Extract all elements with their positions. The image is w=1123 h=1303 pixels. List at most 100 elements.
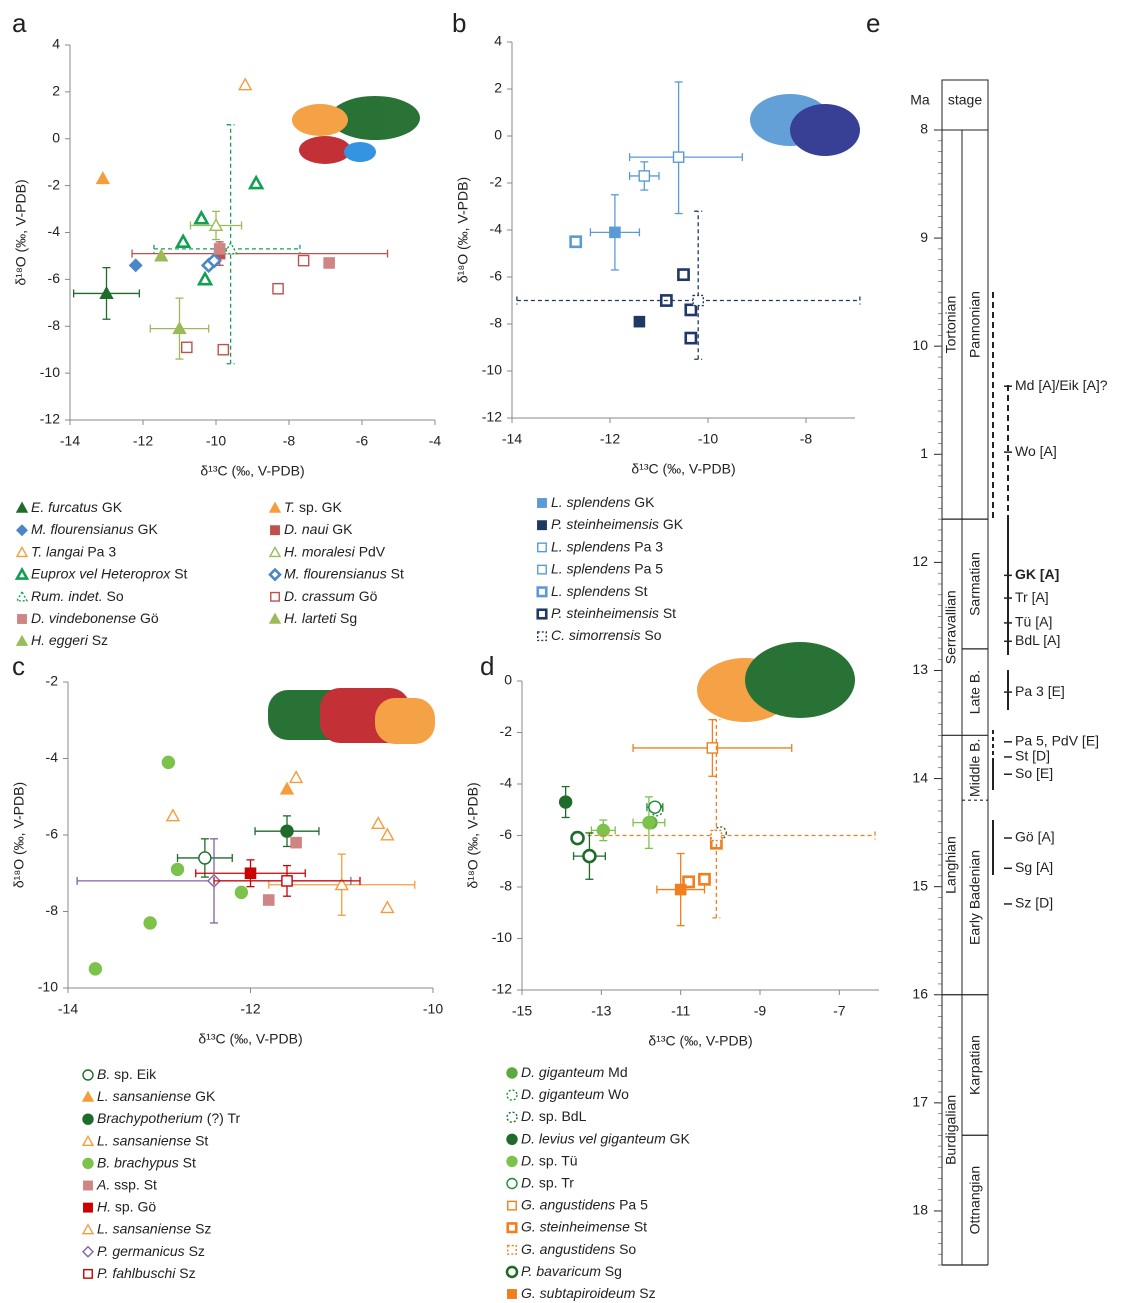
legend-taxon: L. splendens — [551, 583, 630, 599]
legend-site: Sz — [179, 1265, 195, 1281]
legend-site: So — [106, 588, 123, 604]
y-tick-label: -12 — [482, 409, 502, 425]
legend-taxon: D. giganteum — [521, 1086, 605, 1102]
legend-taxon: D. giganteum — [521, 1064, 605, 1080]
y-tick-label: 2 — [52, 83, 60, 99]
site-label: Sg [A] — [1015, 859, 1053, 875]
site-label: Pa 3 [E] — [1015, 683, 1065, 699]
legend-site: GK — [332, 521, 353, 537]
y-tick-label: 14 — [912, 769, 928, 785]
y-axis-label: δ¹⁸O (‰, V-PDB) — [13, 179, 29, 285]
legend-site: GK — [102, 499, 123, 515]
legend-taxon: D. — [521, 1152, 535, 1168]
legend-marker — [538, 543, 547, 552]
legend-taxon: L. sansaniense — [97, 1132, 191, 1148]
site-label: Gö [A] — [1015, 829, 1055, 845]
legend-taxon: B. brachypus — [97, 1154, 179, 1170]
legend-marker — [83, 1136, 93, 1145]
x-axis-label: δ¹³C (‰, V-PDB) — [198, 1031, 302, 1047]
legend-taxon: G. steinheimense — [521, 1218, 630, 1234]
x-tick-label: -13 — [591, 1003, 611, 1019]
legend-taxon: D. crassum — [284, 588, 355, 604]
y-tick-label: -2 — [500, 723, 513, 739]
marker — [572, 832, 584, 844]
x-tick-label: -14 — [502, 431, 522, 447]
y-error-bar — [675, 82, 683, 214]
legend-site: St — [195, 1132, 208, 1148]
site-label: Wo [A] — [1015, 443, 1057, 459]
panel: c-10-8-6-4-2-14-12-10δ¹³C (‰, V-PDB)δ¹⁸O… — [11, 651, 444, 1281]
legend-label: P. steinheimensis GK — [551, 516, 684, 532]
legend-marker — [270, 547, 280, 556]
legend-marker — [508, 1290, 517, 1299]
legend-label: Euprox vel Heteroprox St — [31, 565, 188, 581]
y-tick-label: -6 — [490, 268, 503, 284]
legend-label: H. larteti Sg — [284, 610, 357, 626]
legend-label: T. langai Pa 3 — [31, 543, 116, 559]
x-tick-label: -10 — [206, 433, 226, 449]
marker — [130, 259, 142, 271]
legend-marker — [17, 547, 27, 556]
legend-label: Rum. indet. So — [31, 588, 124, 604]
legend-marker — [508, 1223, 517, 1232]
silhouettes — [268, 94, 860, 744]
marker — [199, 852, 211, 864]
legend-marker — [270, 614, 280, 623]
site-label: Tr [A] — [1015, 589, 1049, 605]
legend-label: L. splendens GK — [551, 494, 655, 510]
legend-taxon: H. moralesi — [284, 543, 356, 559]
site-label: GK [A] — [1015, 566, 1059, 582]
legend-label: L. splendens Pa 5 — [551, 560, 663, 576]
marker — [177, 236, 189, 247]
legend-taxon: D. — [521, 1174, 535, 1190]
legend-site: Pa 3 — [634, 538, 663, 554]
legend-site: Md — [608, 1064, 627, 1080]
legend-marker — [17, 503, 27, 512]
legend-taxon: L. sansaniense — [97, 1220, 191, 1236]
legend-site: Gö — [359, 588, 378, 604]
y-tick-label: -10 — [38, 979, 58, 995]
legend-label: D. sp. Tr — [521, 1174, 574, 1190]
site-label: Md [A]/Eik [A]? — [1015, 377, 1108, 393]
marker — [245, 868, 255, 878]
legend-label: G. angustidens So — [521, 1241, 636, 1257]
unit-label: Ma — [910, 92, 930, 108]
marker — [381, 902, 393, 913]
legend-marker — [83, 1225, 93, 1234]
legend-taxon: P. steinheimensis — [551, 605, 659, 621]
marker — [218, 345, 228, 355]
y-axis-label: δ¹⁸O (‰, V-PDB) — [465, 782, 481, 888]
regional-label: Sarmatian — [967, 552, 983, 616]
x-tick-label: -8 — [283, 433, 296, 449]
panel-letter: c — [12, 651, 25, 681]
legend-label: D. naui GK — [284, 521, 353, 537]
legend-taxon: G. subtapiroideum — [521, 1285, 636, 1301]
legend-taxon: T. — [284, 499, 295, 515]
legend-site: Sg — [605, 1263, 622, 1279]
legend-label: B. sp. Eik — [97, 1066, 157, 1082]
legend-taxon: L. sansaniense — [97, 1088, 191, 1104]
y-tick-label: -8 — [48, 317, 61, 333]
legend-taxon: P. germanicus — [97, 1243, 185, 1259]
marker — [372, 818, 384, 829]
y-tick-label: 9 — [920, 229, 928, 245]
marker — [643, 817, 655, 829]
y-tick-label: -2 — [490, 174, 503, 190]
legend-taxon: Euprox vel Heteroprox — [31, 565, 171, 581]
legend-label: P. germanicus Sz — [97, 1243, 205, 1259]
x-tick-label: -6 — [356, 433, 369, 449]
legend-taxon: P. fahlbuschi — [97, 1265, 176, 1281]
marker — [235, 886, 247, 898]
marker — [674, 152, 684, 162]
site-label: St [D] — [1015, 748, 1050, 764]
y-axis-label: δ¹⁸O (‰, V-PDB) — [11, 782, 27, 888]
marker — [634, 317, 644, 327]
regional-label: Pannonian — [967, 291, 983, 358]
legend-marker — [17, 570, 27, 579]
marker — [676, 884, 686, 894]
x-axis-label: δ¹³C (‰, V-PDB) — [648, 1033, 752, 1049]
legend-taxon: Rum. indet. — [31, 588, 103, 604]
site-label: Pa 5, PdV [E] — [1015, 733, 1099, 749]
x-tick-label: -9 — [754, 1003, 767, 1019]
panel: d-12-10-8-6-4-20-15-13-11-9-7δ¹³C (‰, V-… — [465, 651, 879, 1301]
